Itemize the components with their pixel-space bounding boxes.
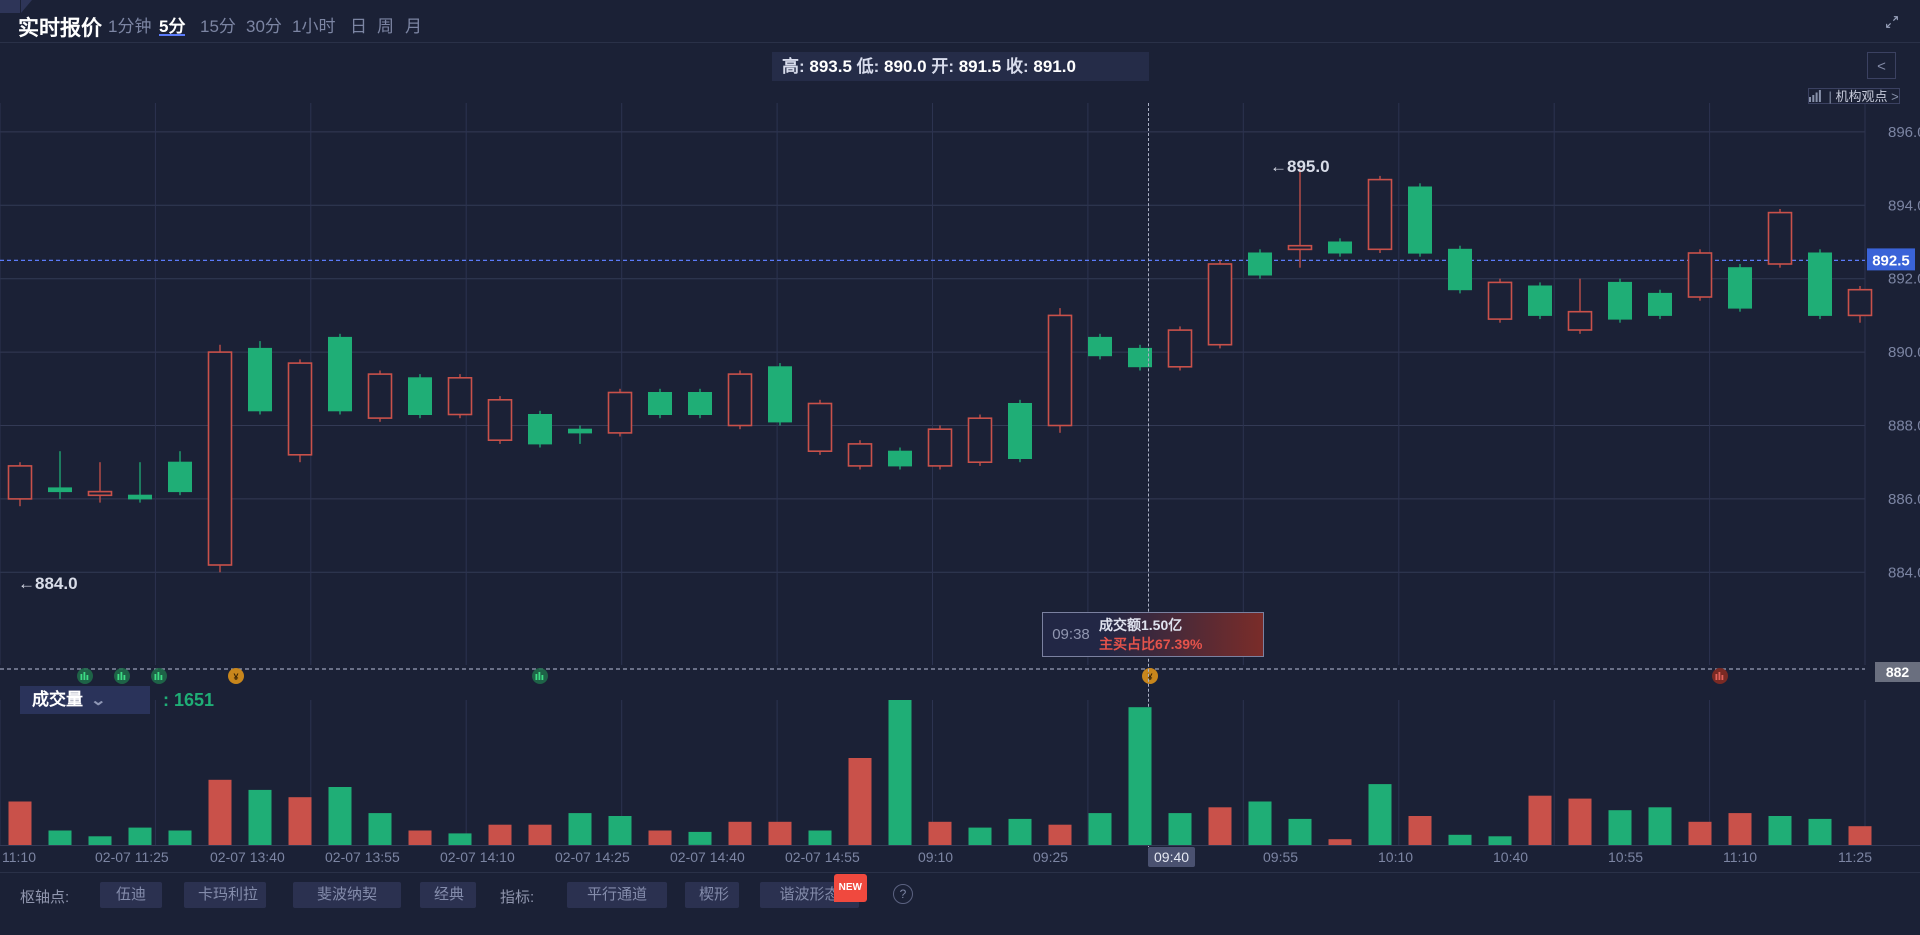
svg-text:888.0: 888.0 xyxy=(1888,418,1920,435)
svg-text:884.0: 884.0 xyxy=(1888,564,1920,581)
svg-text:896.0: 896.0 xyxy=(1888,124,1920,141)
svg-text:892.5: 892.5 xyxy=(1872,252,1910,269)
svg-text:¥: ¥ xyxy=(233,672,238,682)
svg-text:892.0: 892.0 xyxy=(1888,271,1920,288)
svg-text:894.0: 894.0 xyxy=(1888,197,1920,214)
svg-text:890.0: 890.0 xyxy=(1888,344,1920,361)
svg-text:886.0: 886.0 xyxy=(1888,491,1920,508)
